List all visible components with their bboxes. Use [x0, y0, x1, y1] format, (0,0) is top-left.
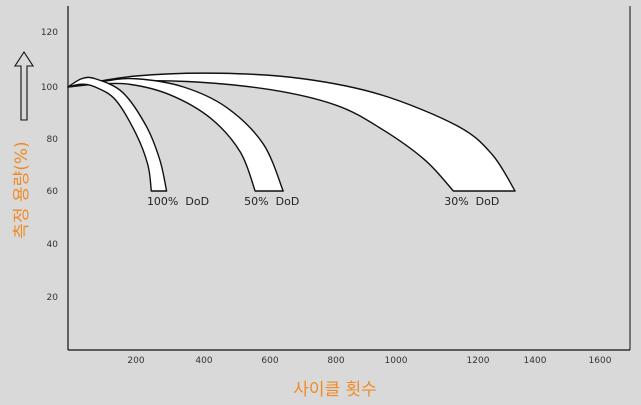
- x-axis-title: 사이클 횟수: [293, 380, 377, 400]
- y-tick-label: 80: [47, 135, 59, 145]
- series-label: 30% DoD: [444, 195, 499, 208]
- band-100-dod: [67, 76, 168, 192]
- x-tick-label: 1200: [467, 356, 490, 366]
- plot-area: [67, 72, 516, 192]
- axes: 200 400 600 800 1000 1200 1400 1600 20 40 60 80 100 1…: [41, 6, 631, 366]
- series-label: 100% DoD: [147, 195, 209, 208]
- x-tick-label: 200: [127, 356, 144, 366]
- x-tick-label: 800: [327, 356, 344, 366]
- y-tick-label: 40: [47, 240, 59, 250]
- x-tick-label: 400: [195, 356, 212, 366]
- y-tick-label: 120: [41, 28, 58, 38]
- x-tick-label: 1000: [385, 356, 408, 366]
- x-tick-label: 600: [261, 356, 278, 366]
- y-tick-label: 100: [41, 83, 58, 93]
- x-tick-label: 1400: [524, 356, 547, 366]
- band-50-dod: [67, 77, 284, 192]
- y-axis-title: 측정 용량(%): [12, 141, 32, 238]
- up-arrow-icon: [13, 50, 35, 121]
- series-label: 50% DoD: [244, 195, 299, 208]
- x-tick-label: 1600: [589, 356, 612, 366]
- y-tick-label: 20: [47, 293, 59, 303]
- labels: 100% DoD 50% DoD 30% DoD 측정 용량(%) 사이클 횟수: [12, 50, 499, 400]
- band-30-dod: [67, 72, 516, 192]
- y-tick-label: 60: [47, 187, 59, 197]
